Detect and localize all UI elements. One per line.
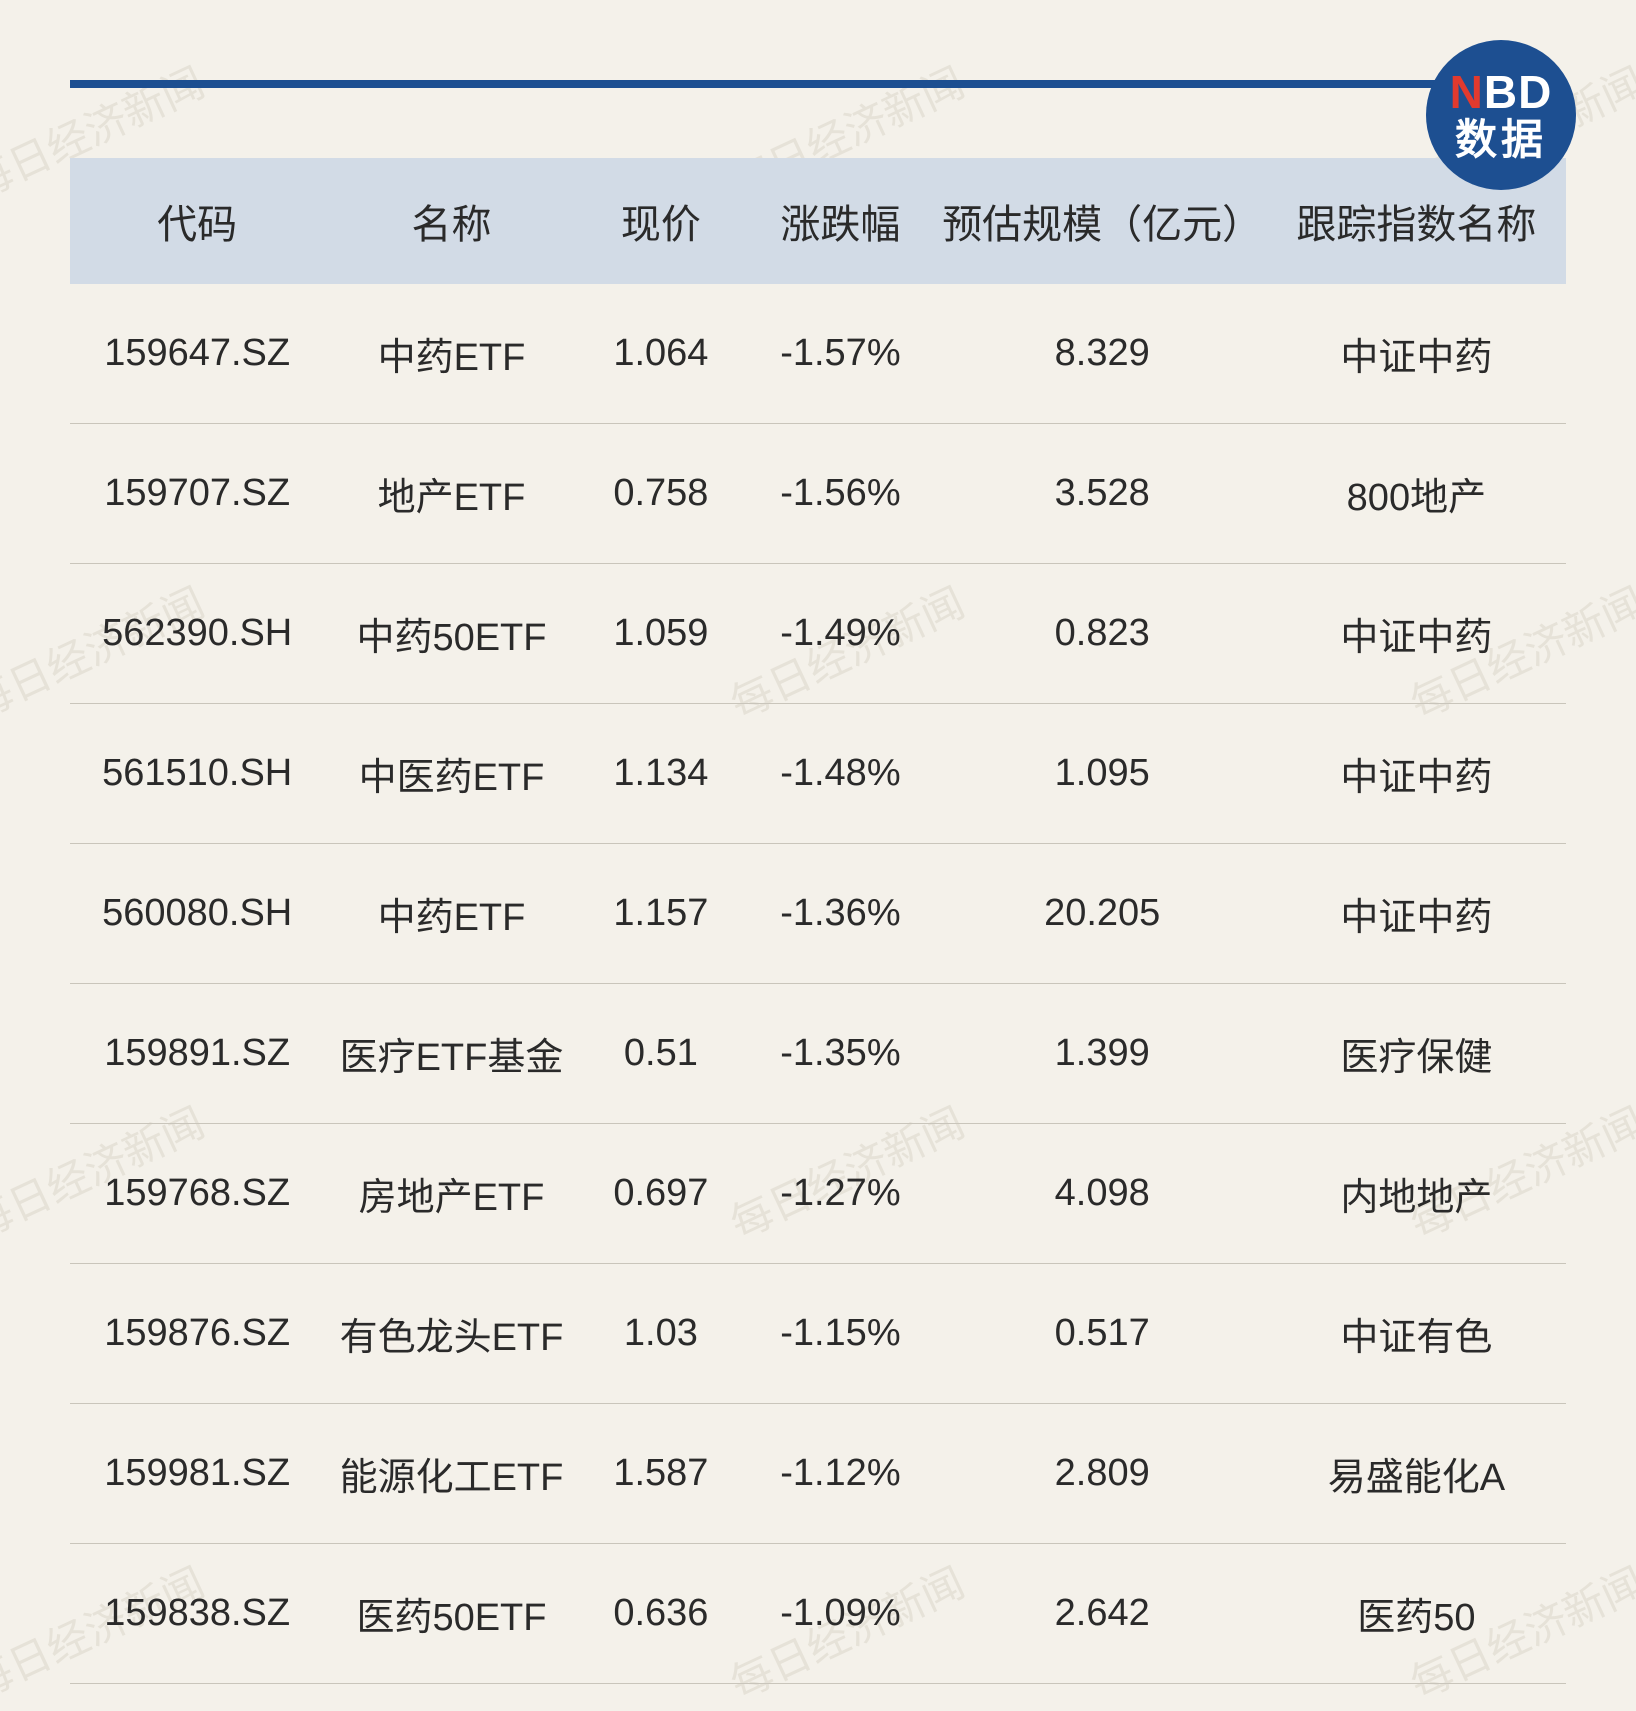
table-cell: 1.587 — [579, 1404, 744, 1544]
table-cell: -1.49% — [743, 564, 937, 704]
table-cell: 159707.SZ — [70, 424, 324, 564]
table-cell: 8.329 — [938, 284, 1267, 424]
table-cell: 房地产ETF — [324, 1124, 578, 1264]
table-cell: 0.517 — [938, 1264, 1267, 1404]
table-cell: -1.15% — [743, 1264, 937, 1404]
table-row: 562390.SH中药50ETF1.059-1.49%0.823中证中药 — [70, 564, 1566, 704]
col-price: 现价 — [579, 158, 744, 284]
table-cell: -1.12% — [743, 1404, 937, 1544]
top-divider — [70, 80, 1566, 88]
table-row: 159768.SZ房地产ETF0.697-1.27%4.098内地地产 — [70, 1124, 1566, 1264]
table-row: 561510.SH中医药ETF1.134-1.48%1.095中证中药 — [70, 704, 1566, 844]
table-cell: 1.064 — [579, 284, 744, 424]
table-cell: -1.57% — [743, 284, 937, 424]
table-row: 560080.SH中药ETF1.157-1.36%20.205中证中药 — [70, 844, 1566, 984]
table-cell: -1.36% — [743, 844, 937, 984]
table-cell: 20.205 — [938, 844, 1267, 984]
table-cell: 有色龙头ETF — [324, 1264, 578, 1404]
table-cell: 中证中药 — [1267, 564, 1566, 704]
table-cell: 0.823 — [938, 564, 1267, 704]
table-cell: -1.27% — [743, 1124, 937, 1264]
table-cell: -1.48% — [743, 704, 937, 844]
table-cell: 4.098 — [938, 1124, 1267, 1264]
table-cell: -1.09% — [743, 1544, 937, 1684]
table-cell: 1.059 — [579, 564, 744, 704]
table-cell: 2.809 — [938, 1404, 1267, 1544]
table-cell: 中证中药 — [1267, 704, 1566, 844]
table-cell: 医药50 — [1267, 1544, 1566, 1684]
table-cell: 159768.SZ — [70, 1124, 324, 1264]
col-code: 代码 — [70, 158, 324, 284]
table-cell: 1.03 — [579, 1264, 744, 1404]
table-cell: 1.157 — [579, 844, 744, 984]
table-cell: 中医药ETF — [324, 704, 578, 844]
table-header: 代码 名称 现价 涨跌幅 预估规模（亿元） 跟踪指数名称 — [70, 158, 1566, 284]
table-row: 159838.SZ医药50ETF0.636-1.09%2.642医药50 — [70, 1544, 1566, 1684]
table-cell: 561510.SH — [70, 704, 324, 844]
table-cell: 中证有色 — [1267, 1264, 1566, 1404]
table-cell: 医疗ETF基金 — [324, 984, 578, 1124]
table-cell: 中药ETF — [324, 284, 578, 424]
table-cell: 560080.SH — [70, 844, 324, 984]
table-cell: 0.758 — [579, 424, 744, 564]
table-cell: 易盛能化A — [1267, 1404, 1566, 1544]
table-cell: 地产ETF — [324, 424, 578, 564]
table-cell: -1.35% — [743, 984, 937, 1124]
table-row: 159891.SZ医疗ETF基金0.51-1.35%1.399医疗保健 — [70, 984, 1566, 1124]
table-cell: 562390.SH — [70, 564, 324, 704]
table-row: 159707.SZ地产ETF0.758-1.56%3.528800地产 — [70, 424, 1566, 564]
table-cell: 1.399 — [938, 984, 1267, 1124]
table-cell: 2.642 — [938, 1544, 1267, 1684]
table-cell: 医疗保健 — [1267, 984, 1566, 1124]
logo-letter-n: N — [1450, 66, 1484, 118]
table-cell: 159981.SZ — [70, 1404, 324, 1544]
table-cell: 1.095 — [938, 704, 1267, 844]
table-cell: 中证中药 — [1267, 844, 1566, 984]
table-cell: 0.636 — [579, 1544, 744, 1684]
table-cell: 3.528 — [938, 424, 1267, 564]
table-cell: 159647.SZ — [70, 284, 324, 424]
logo-line1: NBD — [1450, 67, 1553, 118]
table-cell: 中药ETF — [324, 844, 578, 984]
table-cell: 内地地产 — [1267, 1124, 1566, 1264]
table-cell: 0.697 — [579, 1124, 744, 1264]
page-content: 代码 名称 现价 涨跌幅 预估规模（亿元） 跟踪指数名称 159647.SZ中药… — [0, 0, 1636, 1684]
table-cell: 159876.SZ — [70, 1264, 324, 1404]
table-cell: 1.134 — [579, 704, 744, 844]
table-cell: 159838.SZ — [70, 1544, 324, 1684]
table-cell: 0.51 — [579, 984, 744, 1124]
logo-line2: 数据 — [1455, 117, 1547, 163]
table-row: 159981.SZ能源化工ETF1.587-1.12%2.809易盛能化A — [70, 1404, 1566, 1544]
table-cell: 159891.SZ — [70, 984, 324, 1124]
table-cell: 800地产 — [1267, 424, 1566, 564]
table-cell: 能源化工ETF — [324, 1404, 578, 1544]
nbd-logo-badge: NBD 数据 — [1426, 40, 1576, 190]
table-cell: 中药50ETF — [324, 564, 578, 704]
etf-table: 代码 名称 现价 涨跌幅 预估规模（亿元） 跟踪指数名称 159647.SZ中药… — [70, 158, 1566, 1684]
logo-letters-bd: BD — [1484, 66, 1552, 118]
table-body: 159647.SZ中药ETF1.064-1.57%8.329中证中药159707… — [70, 284, 1566, 1684]
table-row: 159647.SZ中药ETF1.064-1.57%8.329中证中药 — [70, 284, 1566, 424]
col-change: 涨跌幅 — [743, 158, 937, 284]
table-cell: 医药50ETF — [324, 1544, 578, 1684]
table-cell: -1.56% — [743, 424, 937, 564]
table-row: 159876.SZ有色龙头ETF1.03-1.15%0.517中证有色 — [70, 1264, 1566, 1404]
col-name: 名称 — [324, 158, 578, 284]
col-size: 预估规模（亿元） — [938, 158, 1267, 284]
table-cell: 中证中药 — [1267, 284, 1566, 424]
